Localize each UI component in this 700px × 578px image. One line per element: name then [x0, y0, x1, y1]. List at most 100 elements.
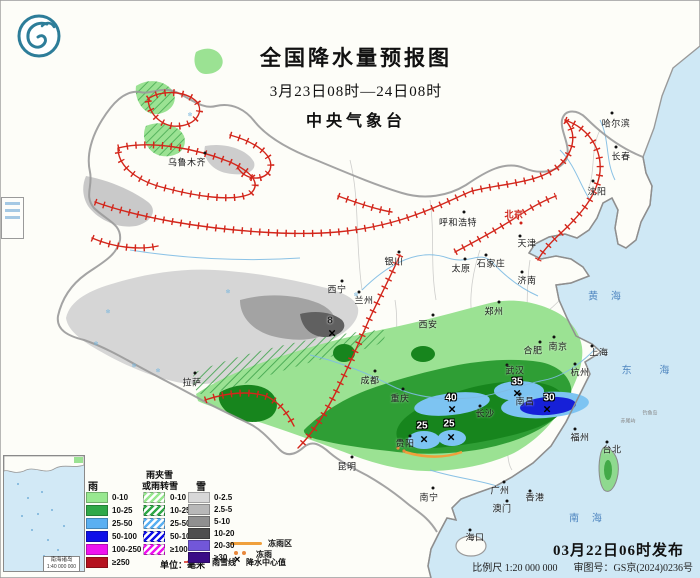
city-dot — [462, 210, 466, 214]
city-label: 长春 — [611, 151, 631, 162]
city-label: 南昌 — [515, 396, 535, 407]
city-label: 合肥 — [523, 345, 543, 356]
city-label: 台北 — [602, 444, 622, 455]
precip-center-value: 25 — [443, 418, 455, 430]
precip-center-x-icon: × — [420, 431, 428, 447]
city-dot — [478, 404, 482, 408]
city-label: 西宁 — [327, 284, 347, 295]
footer-meta: 比例尺 1:20 000 000 审图号：GS京(2024)0236号 — [472, 559, 693, 574]
city-dot — [203, 151, 207, 155]
city-dot — [468, 528, 472, 532]
sea-label: 东 海 — [621, 365, 675, 377]
island-label: 钓鱼岛 — [642, 410, 658, 417]
sleet-areas-xinjiang — [135, 48, 223, 157]
city-dot — [397, 250, 401, 254]
city-dot — [610, 111, 614, 115]
precip-center-x-icon: × — [513, 385, 521, 401]
city-dot — [431, 486, 435, 490]
city-dot — [552, 335, 556, 339]
rain-patch — [411, 346, 435, 362]
hainan-island — [455, 535, 487, 557]
snowflake-icon: ❄ — [93, 341, 99, 348]
snow-center-x-icon: × — [328, 325, 336, 341]
city-label: 石家庄 — [476, 258, 506, 269]
city-label: 成都 — [360, 375, 380, 386]
city-dot — [605, 440, 609, 444]
snowflake-icon: ❄ — [155, 368, 161, 375]
city-label: 天津 — [517, 238, 537, 249]
island-label: 赤尾屿 — [620, 418, 636, 425]
sea-label: 黄 海 — [588, 291, 626, 303]
city-label: 拉萨 — [182, 377, 202, 388]
map-title: 全国降水量预报图 — [260, 46, 452, 70]
city-dot — [340, 279, 344, 283]
inset-caption: 南海诸岛 1:40 000 000 — [43, 556, 80, 572]
city-dot — [350, 455, 354, 459]
taiwan-rain-core — [604, 460, 612, 480]
city-label: 广州 — [490, 485, 510, 496]
city-dot — [528, 489, 532, 493]
city-dot — [591, 179, 595, 183]
city-label: 杭州 — [570, 367, 590, 378]
coastline — [427, 156, 653, 578]
city-dot — [518, 234, 522, 238]
city-dot — [505, 499, 509, 503]
city-dot — [518, 392, 522, 396]
city-label: 哈尔滨 — [601, 118, 631, 129]
city-dot — [519, 221, 523, 225]
inset-scale: 1:40 000 000 — [46, 564, 77, 571]
map-valid-period: 3月23日08时—24日08时 — [269, 84, 443, 100]
snow-area-dark — [300, 312, 345, 338]
city-label: 南京 — [548, 341, 568, 352]
sea-label: 南 海 — [569, 513, 607, 525]
city-label: 乌鲁木齐 — [167, 157, 207, 168]
snowflake-icon: ❄ — [131, 363, 137, 370]
city-dot — [484, 253, 488, 257]
city-dot — [520, 270, 524, 274]
national-border — [56, 88, 644, 533]
city-dot — [614, 145, 618, 149]
south-china-sea-inset — [3, 455, 85, 572]
inset-title: 南海诸岛 — [50, 557, 73, 563]
city-dot — [431, 313, 435, 317]
city-dot — [590, 344, 594, 348]
city-dot — [497, 300, 501, 304]
freezing-rain-zone — [396, 446, 463, 458]
city-dot — [373, 369, 377, 373]
precip-center-x-icon: × — [447, 429, 455, 445]
city-label: 北京 — [504, 209, 524, 220]
city-dot — [505, 363, 509, 367]
precip-center-value: 30 — [543, 392, 555, 404]
city-label: 武汉 — [505, 365, 525, 376]
city-label: 西安 — [418, 319, 438, 330]
city-dot — [357, 290, 361, 294]
city-dot — [408, 434, 412, 438]
issue-time: 03月22日06时发布 — [552, 543, 684, 559]
city-label: 澳门 — [492, 503, 512, 514]
agency-name: 中央气象台 — [305, 113, 406, 130]
left-inset-box — [1, 197, 24, 239]
city-dot — [502, 480, 506, 484]
city-label: 沈阳 — [587, 186, 607, 197]
city-label: 贵阳 — [395, 438, 415, 449]
snowflake-icon: ❄ — [105, 309, 111, 316]
sleet-area-band — [192, 330, 385, 394]
map-scale: 比例尺 1:20 000 000 — [472, 563, 558, 574]
snowflake-icon: ❄ — [353, 292, 359, 299]
snowflake-icon: ❄ — [187, 112, 193, 119]
city-dot — [538, 340, 542, 344]
city-label: 银川 — [384, 256, 404, 267]
approval-number: 审图号：GS京(2024)0236号 — [573, 563, 693, 574]
snow-center-value: 8 — [327, 315, 333, 327]
city-label: 长沙 — [475, 408, 495, 419]
city-label: 呼和浩特 — [438, 217, 478, 228]
city-label: 重庆 — [390, 393, 410, 404]
snow-area-urumqi — [204, 144, 255, 175]
city-label: 福州 — [570, 432, 590, 443]
snowflake-icon: ❄ — [225, 289, 231, 296]
city-label: 济南 — [517, 275, 537, 286]
city-dot — [193, 371, 197, 375]
precip-center-value: 40 — [445, 392, 457, 404]
city-dot — [573, 362, 577, 366]
